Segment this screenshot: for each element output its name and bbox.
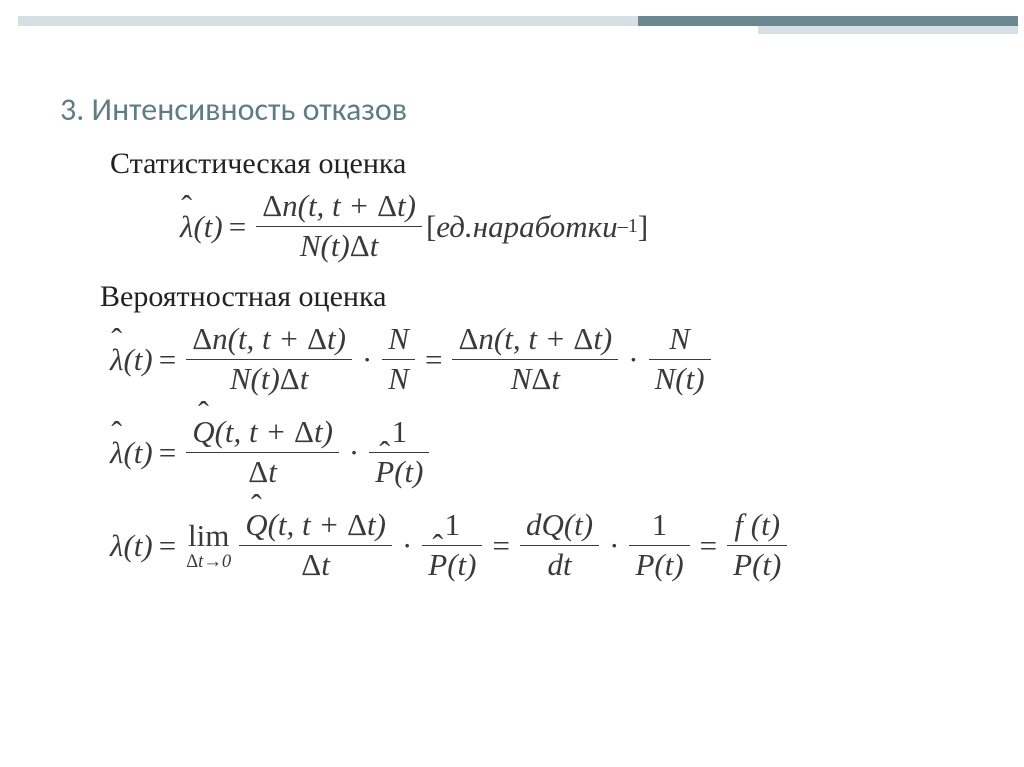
formula-statistical: λ(t) = Δn(t, t + Δt) N(t)Δt [ед.наработк…	[180, 187, 984, 266]
ruler-light-bar-2	[758, 26, 1018, 34]
subheading-probabilistic: Вероятностная оценка	[100, 280, 984, 314]
formula-prob-3: λ(t)= lim Δt→0 Q(t, t + Δt) Δt · 1 P(t) …	[110, 506, 984, 585]
formula-prob-1: λ(t)= Δn(t, t + Δt) N(t)Δt · N N = Δn(t,…	[110, 320, 984, 399]
slide-content: 3. Интенсивность отказов Статистическая …	[60, 90, 984, 599]
subheading-statistical: Статистическая оценка	[110, 147, 984, 181]
unit-text: ед.наработки	[436, 209, 617, 245]
formula-prob-2: λ(t)= Q(t, t + Δt) Δt · 1 P(t)	[110, 413, 984, 492]
lhs-arg: (t)	[193, 209, 222, 245]
unit-open: [	[426, 209, 436, 245]
section-title: 3. Интенсивность отказов	[60, 90, 984, 129]
header-ruler	[18, 16, 1018, 36]
unit-exp: –1	[618, 215, 638, 238]
unit-close: ]	[638, 209, 648, 245]
ruler-dark-bar	[638, 16, 1018, 26]
